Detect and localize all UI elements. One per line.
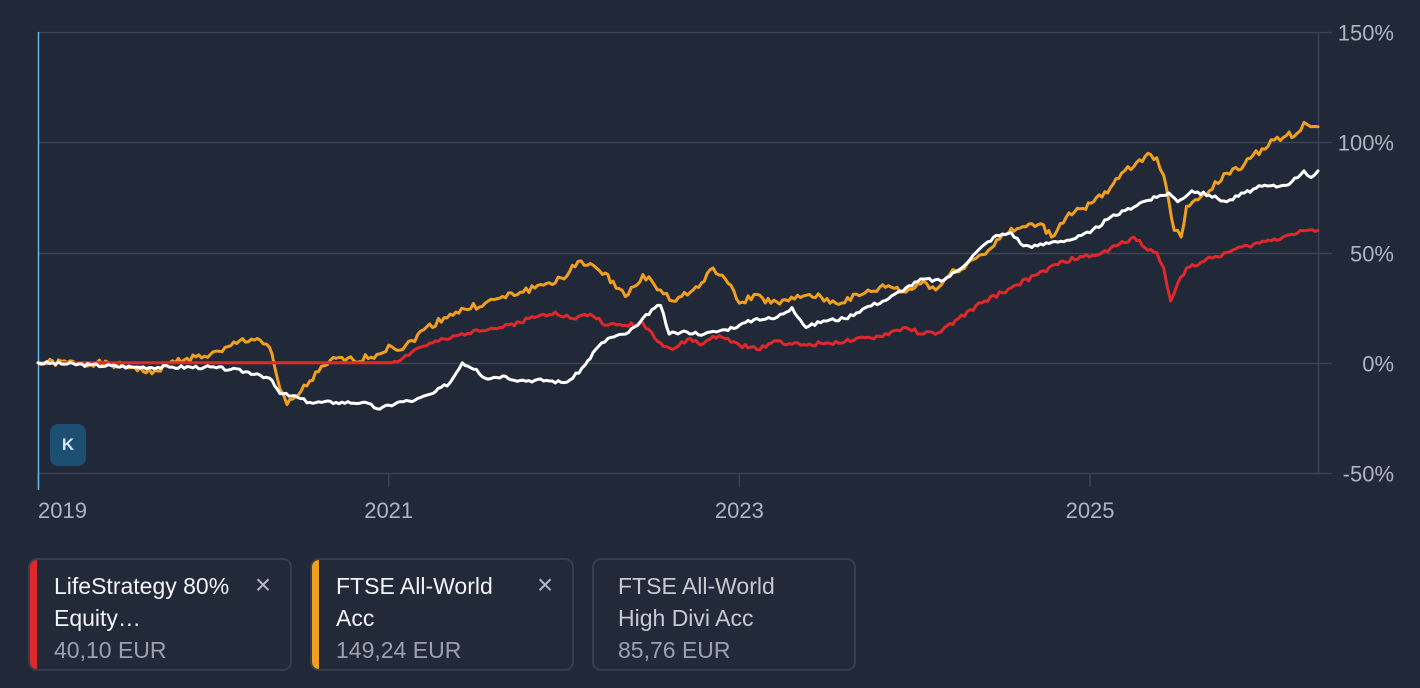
x-tick-label: 2025 xyxy=(1066,498,1115,523)
y-tick-label: 0% xyxy=(1362,352,1394,377)
y-tick-label: 50% xyxy=(1350,242,1394,267)
series-line xyxy=(36,169,1320,411)
y-tick-label: -50% xyxy=(1343,462,1394,487)
legend-card-high-divi[interactable]: FTSE All-World High Divi Acc 85,76 EUR xyxy=(592,558,856,671)
grid xyxy=(37,31,1332,487)
y-tick-label: 100% xyxy=(1338,131,1394,156)
series-line xyxy=(36,120,1320,407)
legend-price: 40,10 EUR xyxy=(54,637,167,663)
x-axis-labels: 2019 2021 2023 2025 xyxy=(38,498,1115,523)
legend-price: 149,24 EUR xyxy=(336,637,462,663)
legend-name: FTSE All-World Acc xyxy=(336,573,493,631)
y-tick-label: 150% xyxy=(1338,21,1394,46)
series-layer xyxy=(36,120,1320,411)
performance-chart: 150% 100% 50% 0% -50% 2019 2021 2023 2025 xyxy=(36,21,1394,523)
legend-name: LifeStrategy 80% Equity… xyxy=(54,573,230,631)
legend-card-all-world-acc[interactable]: FTSE All-World Acc 149,24 EUR × xyxy=(310,558,574,671)
x-tick-label: 2021 xyxy=(364,498,413,523)
legend-name: FTSE All-World High Divi Acc xyxy=(618,573,775,631)
legend-cards: LifeStrategy 80% Equity… 40,10 EUR × FTS… xyxy=(28,558,856,671)
close-icon[interactable]: × xyxy=(254,569,272,600)
event-marker-badge[interactable]: K xyxy=(50,424,86,466)
legend-card-lifestrategy[interactable]: LifeStrategy 80% Equity… 40,10 EUR × xyxy=(28,558,292,671)
legend-color-accent xyxy=(30,560,37,669)
y-axis-labels: 150% 100% 50% 0% -50% xyxy=(1338,21,1394,487)
x-tick-label: 2019 xyxy=(38,498,87,523)
close-icon[interactable]: × xyxy=(536,569,554,600)
legend-price: 85,76 EUR xyxy=(618,637,731,663)
series-line xyxy=(36,228,1320,365)
legend-color-accent xyxy=(312,560,319,669)
x-tick-label: 2023 xyxy=(715,498,764,523)
